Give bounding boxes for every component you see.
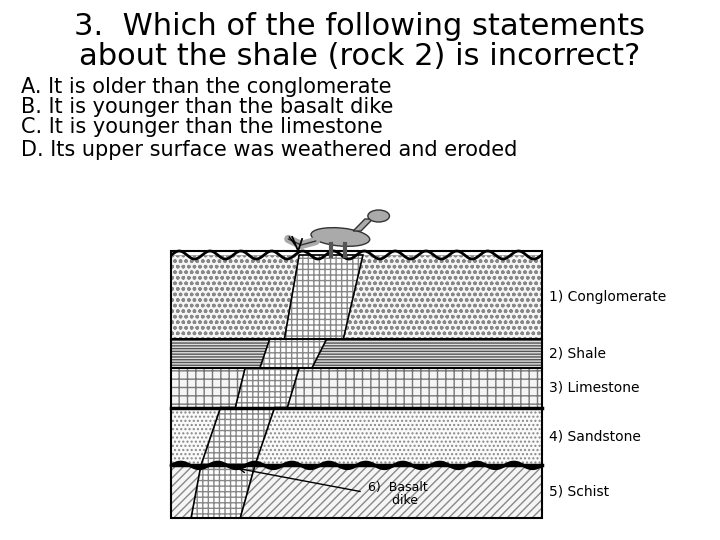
Text: 4) Sandstone: 4) Sandstone	[549, 429, 640, 443]
Text: 2) Shale: 2) Shale	[549, 347, 606, 361]
Text: 6)  Basalt: 6) Basalt	[368, 482, 428, 495]
Polygon shape	[171, 408, 541, 465]
Polygon shape	[171, 245, 541, 518]
Polygon shape	[171, 465, 541, 518]
Polygon shape	[171, 339, 541, 368]
Text: 5) Schist: 5) Schist	[549, 485, 608, 499]
Ellipse shape	[311, 228, 369, 246]
Text: 3) Limestone: 3) Limestone	[549, 381, 639, 395]
Polygon shape	[171, 255, 541, 339]
Polygon shape	[171, 368, 541, 408]
Polygon shape	[191, 255, 363, 518]
Ellipse shape	[368, 210, 390, 222]
Text: 3.  Which of the following statements: 3. Which of the following statements	[74, 12, 646, 41]
Text: B. It is younger than the basalt dike: B. It is younger than the basalt dike	[21, 97, 394, 117]
Text: A. It is older than the conglomerate: A. It is older than the conglomerate	[21, 77, 392, 97]
Polygon shape	[353, 219, 373, 231]
Text: about the shale (rock 2) is incorrect?: about the shale (rock 2) is incorrect?	[79, 42, 641, 71]
Text: dike: dike	[368, 494, 418, 507]
Text: 1) Conglomerate: 1) Conglomerate	[549, 290, 666, 304]
Text: C. It is younger than the limestone: C. It is younger than the limestone	[21, 117, 383, 137]
Text: D. Its upper surface was weathered and eroded: D. Its upper surface was weathered and e…	[21, 140, 518, 160]
